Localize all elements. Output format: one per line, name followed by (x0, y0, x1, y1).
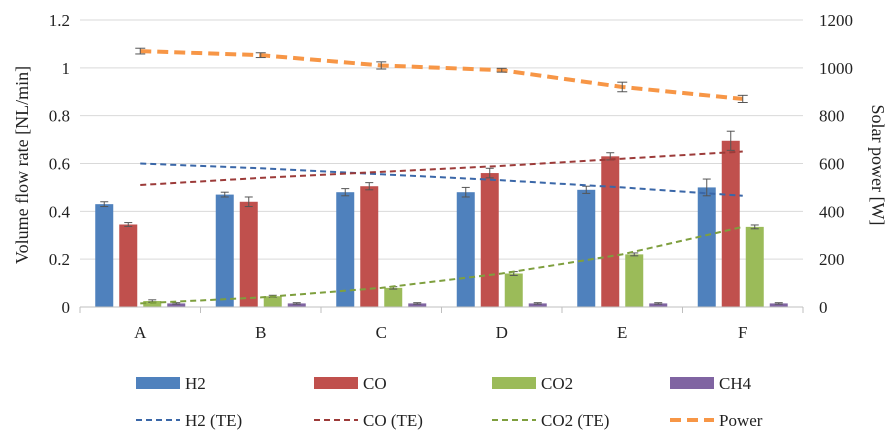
bar-co2 (263, 296, 282, 307)
legend-label: CO2 (TE) (541, 411, 609, 430)
bar-h2 (697, 187, 716, 307)
legend-swatch-ch4 (670, 377, 714, 389)
x-tick-label: E (617, 323, 627, 342)
bar-h2 (95, 204, 114, 307)
legend-label: CO (363, 374, 387, 393)
y2-tick-label: 1200 (819, 11, 853, 30)
legend-label: CH4 (719, 374, 752, 393)
y2-tick-label: 600 (819, 155, 845, 174)
bars (95, 130, 788, 307)
bar-ch4 (287, 303, 306, 307)
power-line (140, 49, 743, 101)
bar-h2 (336, 192, 355, 307)
y2-axis-title: Solar power [W] (868, 105, 888, 226)
bar-co (721, 140, 740, 307)
legend-swatch-co (314, 377, 358, 389)
bar-h2 (456, 192, 475, 307)
legend-label: H2 (185, 374, 206, 393)
bar-co2 (384, 287, 403, 307)
bar-ch4 (769, 303, 788, 307)
bar-ch4 (167, 303, 186, 307)
bar-ch4 (408, 303, 427, 307)
y2-tick-label: 1000 (819, 59, 853, 78)
y2-tick-label: 200 (819, 250, 845, 269)
bar-co (239, 201, 258, 307)
bar-co2 (504, 273, 523, 307)
te-line-co (140, 150, 743, 187)
bar-ch4 (649, 303, 668, 307)
y-tick-label: 0.2 (49, 250, 70, 269)
axes: 0 0.2 0.4 0.6 0.8 1 1.2 0 200 400 600 800 1000 1200 A B… (49, 11, 853, 342)
bar-co2 (625, 254, 644, 307)
bar-h2 (577, 189, 596, 307)
bar-co2 (745, 226, 764, 307)
bar-co (360, 186, 379, 307)
legend-label: H2 (TE) (185, 411, 242, 430)
legend: H2 CO CO2 CH4 H2 (TE) CO (TE) CO2 (TE) Power (136, 374, 763, 430)
y-tick-label: 0.6 (49, 155, 70, 174)
x-tick-label: C (376, 323, 387, 342)
te-line-co2 (140, 225, 743, 305)
bar-ch4 (528, 303, 547, 307)
x-tick-label: D (496, 323, 508, 342)
grid (80, 19, 803, 260)
legend-swatch-co2 (492, 377, 536, 389)
y2-tick-label: 800 (819, 107, 845, 126)
y-tick-label: 1.2 (49, 11, 70, 30)
te-line-h2 (140, 162, 743, 197)
bar-co (119, 224, 138, 307)
bar-co2 (143, 301, 162, 307)
legend-label: Power (719, 411, 763, 430)
x-tick-label: F (738, 323, 747, 342)
x-tick-label: A (134, 323, 147, 342)
y-tick-label: 0.8 (49, 107, 70, 126)
legend-swatch-h2 (136, 377, 180, 389)
x-tick-label: B (255, 323, 266, 342)
y-tick-label: 0.4 (49, 202, 71, 221)
lines (135, 47, 748, 305)
y-tick-label: 0 (62, 298, 71, 317)
bar-h2 (215, 194, 234, 307)
y2-tick-label: 0 (819, 298, 828, 317)
bar-co (601, 156, 620, 307)
y2-tick-label: 400 (819, 202, 845, 221)
legend-label: CO2 (541, 374, 573, 393)
y-tick-label: 1 (62, 59, 71, 78)
bar-co (480, 173, 499, 307)
legend-label: CO (TE) (363, 411, 423, 430)
y-axis-title: Volume flow rate [NL/min] (12, 66, 32, 264)
